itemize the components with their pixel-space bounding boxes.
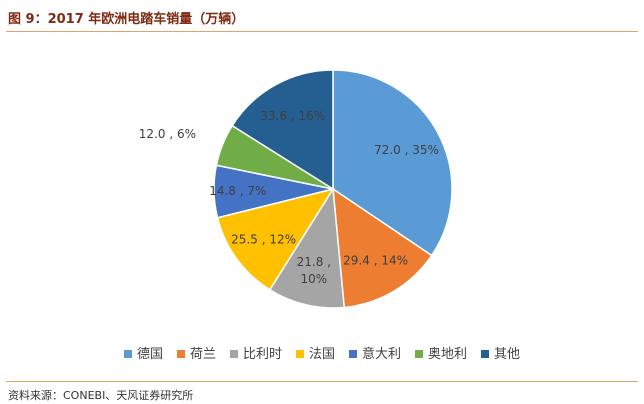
legend-label-其他: 其他 [494, 347, 520, 362]
legend-swatch-意大利 [349, 350, 357, 358]
legend-label-荷兰: 荷兰 [190, 347, 216, 362]
legend-swatch-法国 [296, 350, 304, 358]
legend-item-法国: 法国 [296, 347, 335, 362]
pie-slice-比利时 [268, 186, 346, 309]
pie-label-其他: 33.6 , 16% [260, 109, 325, 123]
legend-label-比利时: 比利时 [243, 347, 282, 362]
legend-label-奥地利: 奥地利 [428, 347, 467, 362]
pie-slice-德国 [332, 69, 453, 257]
legend-item-意大利: 意大利 [349, 346, 401, 362]
legend-label-德国: 德国 [137, 347, 163, 362]
pie-label-德国: 72.0 , 35% [374, 143, 439, 157]
pie-slices [213, 69, 453, 309]
legend-item-荷兰: 荷兰 [177, 347, 216, 362]
pie-data-labels: 72.0 , 35% 29.4 , 14% 21.8 , 10%25.5 , 12% 1… [139, 109, 439, 286]
pie-slice-荷兰 [332, 187, 433, 309]
legend-swatch-比利时 [230, 350, 238, 358]
source-note: 资料来源：CONEBI、天风证券研究所 [8, 389, 194, 402]
figure-title: 图 9：2017 年欧洲电踏车销量（万辆） [8, 12, 245, 27]
legend-item-比利时: 比利时 [230, 347, 282, 362]
legend-label-法国: 法国 [309, 347, 335, 362]
legend-swatch-其他 [481, 350, 489, 358]
chart-legend: 德国 荷兰 比利时 法国 意大利 奥地利 其他 [124, 346, 520, 362]
pie-label-意大利: 14.8 , 7% [209, 184, 266, 198]
pie-slice-法国 [216, 187, 335, 291]
pie-label-比利时: 21.8 , 10% [297, 255, 331, 286]
legend-item-其他: 其他 [481, 347, 520, 362]
legend-item-奥地利: 奥地利 [415, 347, 467, 362]
pie-slice-其他 [231, 69, 334, 191]
source-divider [6, 381, 638, 382]
pie-label-荷兰: 29.4 , 14% [343, 254, 408, 268]
legend-swatch-德国 [124, 350, 132, 358]
legend-swatch-荷兰 [177, 350, 185, 358]
title-divider [6, 31, 638, 32]
legend-swatch-奥地利 [415, 350, 423, 358]
pie-label-奥地利: 12.0 , 6% [139, 127, 196, 141]
legend-label-意大利: 意大利 [362, 346, 401, 362]
legend-item-德国: 德国 [124, 347, 163, 362]
pie-label-法国: 25.5 , 12% [231, 232, 296, 246]
